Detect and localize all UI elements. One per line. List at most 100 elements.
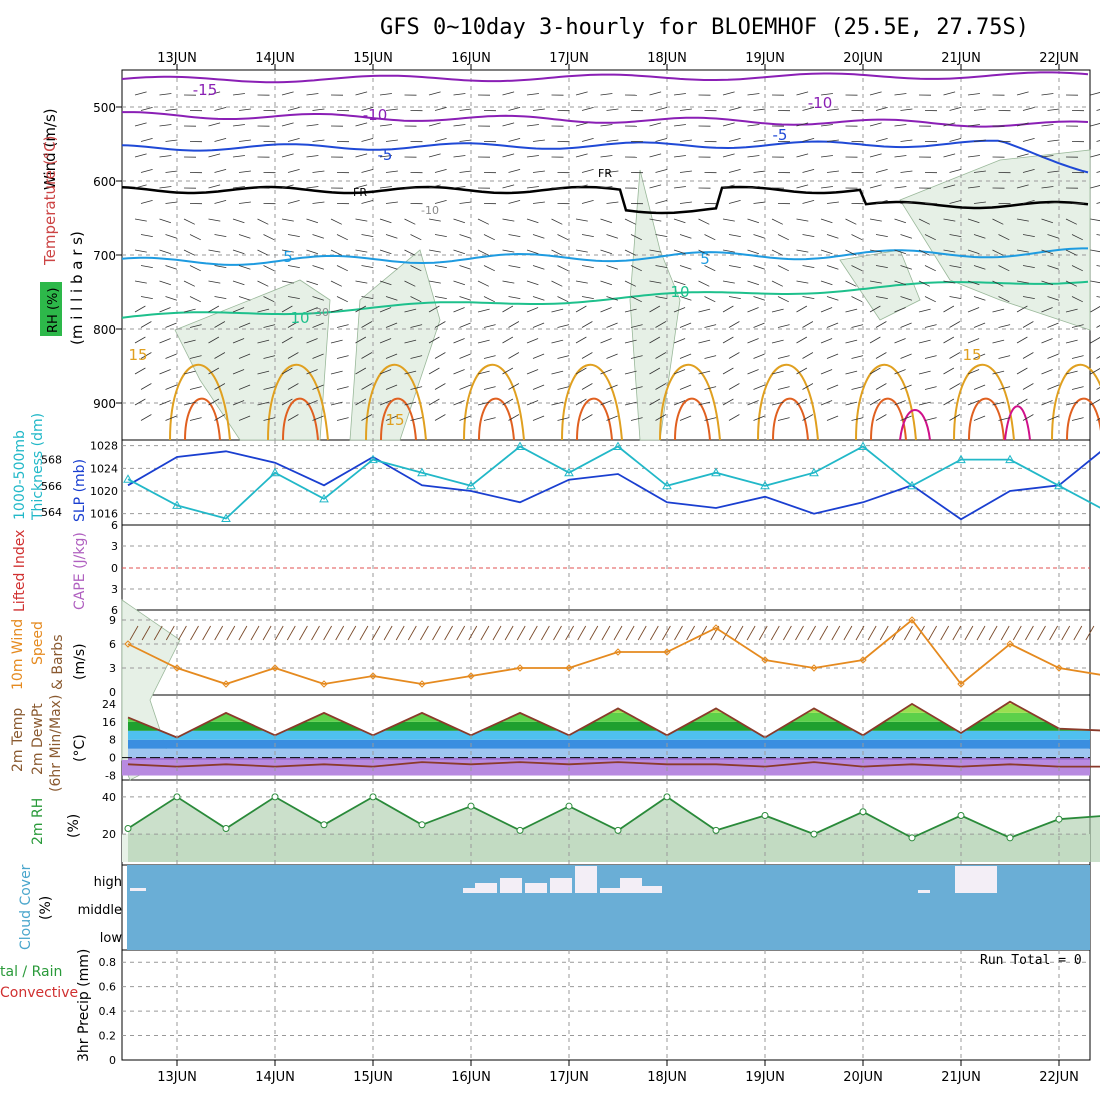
wind-barb: [533, 266, 544, 270]
wind-barb: [460, 171, 472, 173]
wind-barb: [656, 200, 668, 203]
pressure-tick-label: 900: [93, 397, 116, 411]
wind-barb: [503, 123, 515, 126]
wind-barb: [1048, 385, 1059, 390]
wind-barb: [166, 109, 178, 111]
wind-barb: [925, 418, 937, 421]
wind10-barb: [590, 626, 598, 640]
wind-barb: [435, 138, 447, 141]
wind-barb: [601, 339, 612, 344]
wind-barb: [282, 219, 294, 221]
wind10-barb: [408, 626, 416, 640]
wind-barb: [233, 250, 244, 254]
wind-barb: [778, 297, 789, 302]
wind-barb: [950, 169, 962, 172]
wind-barb: [754, 297, 765, 301]
precip-tick-label: 0.4: [99, 1005, 117, 1018]
contour-plus15: [562, 365, 622, 440]
wind-barb: [1023, 353, 1033, 359]
wind10-barb: [662, 626, 670, 640]
wind-barb: [362, 169, 374, 172]
bottom-date-label: 18JUN: [647, 1070, 687, 1085]
wind-barb: [674, 125, 686, 127]
cloud-gap: [918, 890, 930, 893]
wind-barb: [1097, 235, 1100, 237]
wind-barb: [233, 281, 244, 285]
wind-barb: [772, 309, 784, 312]
wind10-barb: [929, 626, 937, 640]
wind-barb: [307, 156, 319, 158]
wind-barb: [601, 219, 612, 223]
wind10-barb: [396, 626, 404, 640]
wind-barb: [723, 123, 735, 126]
wind-barb: [239, 109, 251, 111]
wind-barb: [380, 187, 392, 189]
wind-barb: [184, 219, 195, 224]
wind-barb: [478, 340, 490, 343]
wind-barb: [870, 154, 882, 157]
wind-barb: [166, 171, 178, 173]
wind-barb: [582, 297, 594, 299]
wind-barb: [821, 187, 833, 189]
wind-barb: [680, 109, 692, 111]
wind-barb: [460, 323, 471, 328]
wind-barb: [135, 337, 145, 343]
wind-barb: [827, 385, 838, 390]
wind-barb: [166, 323, 177, 328]
temp2m-tick-label: -8: [105, 770, 116, 783]
wind-barb: [141, 297, 153, 299]
wind-barb: [435, 415, 445, 421]
wind10-barb: [1013, 626, 1021, 640]
wind-barb: [827, 171, 839, 173]
top-date-label: 17JUN: [549, 51, 589, 66]
wind-barb: [141, 415, 151, 421]
bottom-date-label: 15JUN: [353, 1070, 393, 1085]
wind-barb: [601, 250, 612, 254]
wind-barb: [778, 325, 790, 328]
wind-barb: [797, 250, 809, 252]
wind-barb: [778, 266, 789, 271]
wind10-barb: [287, 626, 295, 640]
contour-plus15: [464, 365, 524, 440]
wind-barb: [478, 219, 489, 224]
wind-barb: [729, 353, 739, 359]
wind-barb: [748, 339, 759, 344]
wind-barb: [460, 235, 471, 239]
wind-barb: [429, 281, 441, 283]
wind-barb: [705, 297, 716, 302]
wind-barb: [380, 125, 392, 127]
contour-label: -5: [378, 146, 393, 164]
wind-barb: [405, 250, 416, 255]
wind10-barb: [275, 626, 283, 640]
wind-barb: [680, 354, 691, 359]
bottom-date-label: 20JUN: [843, 1070, 883, 1085]
wind-barb: [1091, 154, 1100, 157]
wind-barb: [797, 281, 809, 283]
wind10-barb: [505, 626, 513, 640]
rh2m-tick-label: 40: [102, 791, 116, 804]
wind-barb: [601, 94, 613, 96]
wind-barb: [968, 339, 979, 344]
wind-barb: [729, 107, 741, 110]
rh2m-label-b: (%): [66, 814, 82, 838]
wind-barb: [729, 266, 741, 268]
wind-barb: [993, 309, 1005, 312]
wind-barb: [748, 308, 759, 313]
wind-barb: [607, 109, 619, 111]
cloud-level-label: low: [100, 931, 123, 946]
wind-barb: [1091, 185, 1100, 188]
wind10-barb: [481, 626, 489, 640]
wind-barb: [215, 138, 227, 141]
wind-barb: [650, 123, 662, 126]
wind10-barb: [602, 626, 610, 640]
wind-barb: [337, 356, 349, 359]
wind-barb: [160, 125, 172, 127]
top-date-label: 13JUN: [157, 51, 197, 66]
wind-barb: [950, 107, 962, 110]
cloud-gap: [640, 886, 662, 893]
wind-barb: [160, 219, 171, 223]
contour-plus15: [954, 365, 1014, 440]
wind-barb: [821, 156, 833, 158]
wind10-barb: [904, 626, 912, 640]
